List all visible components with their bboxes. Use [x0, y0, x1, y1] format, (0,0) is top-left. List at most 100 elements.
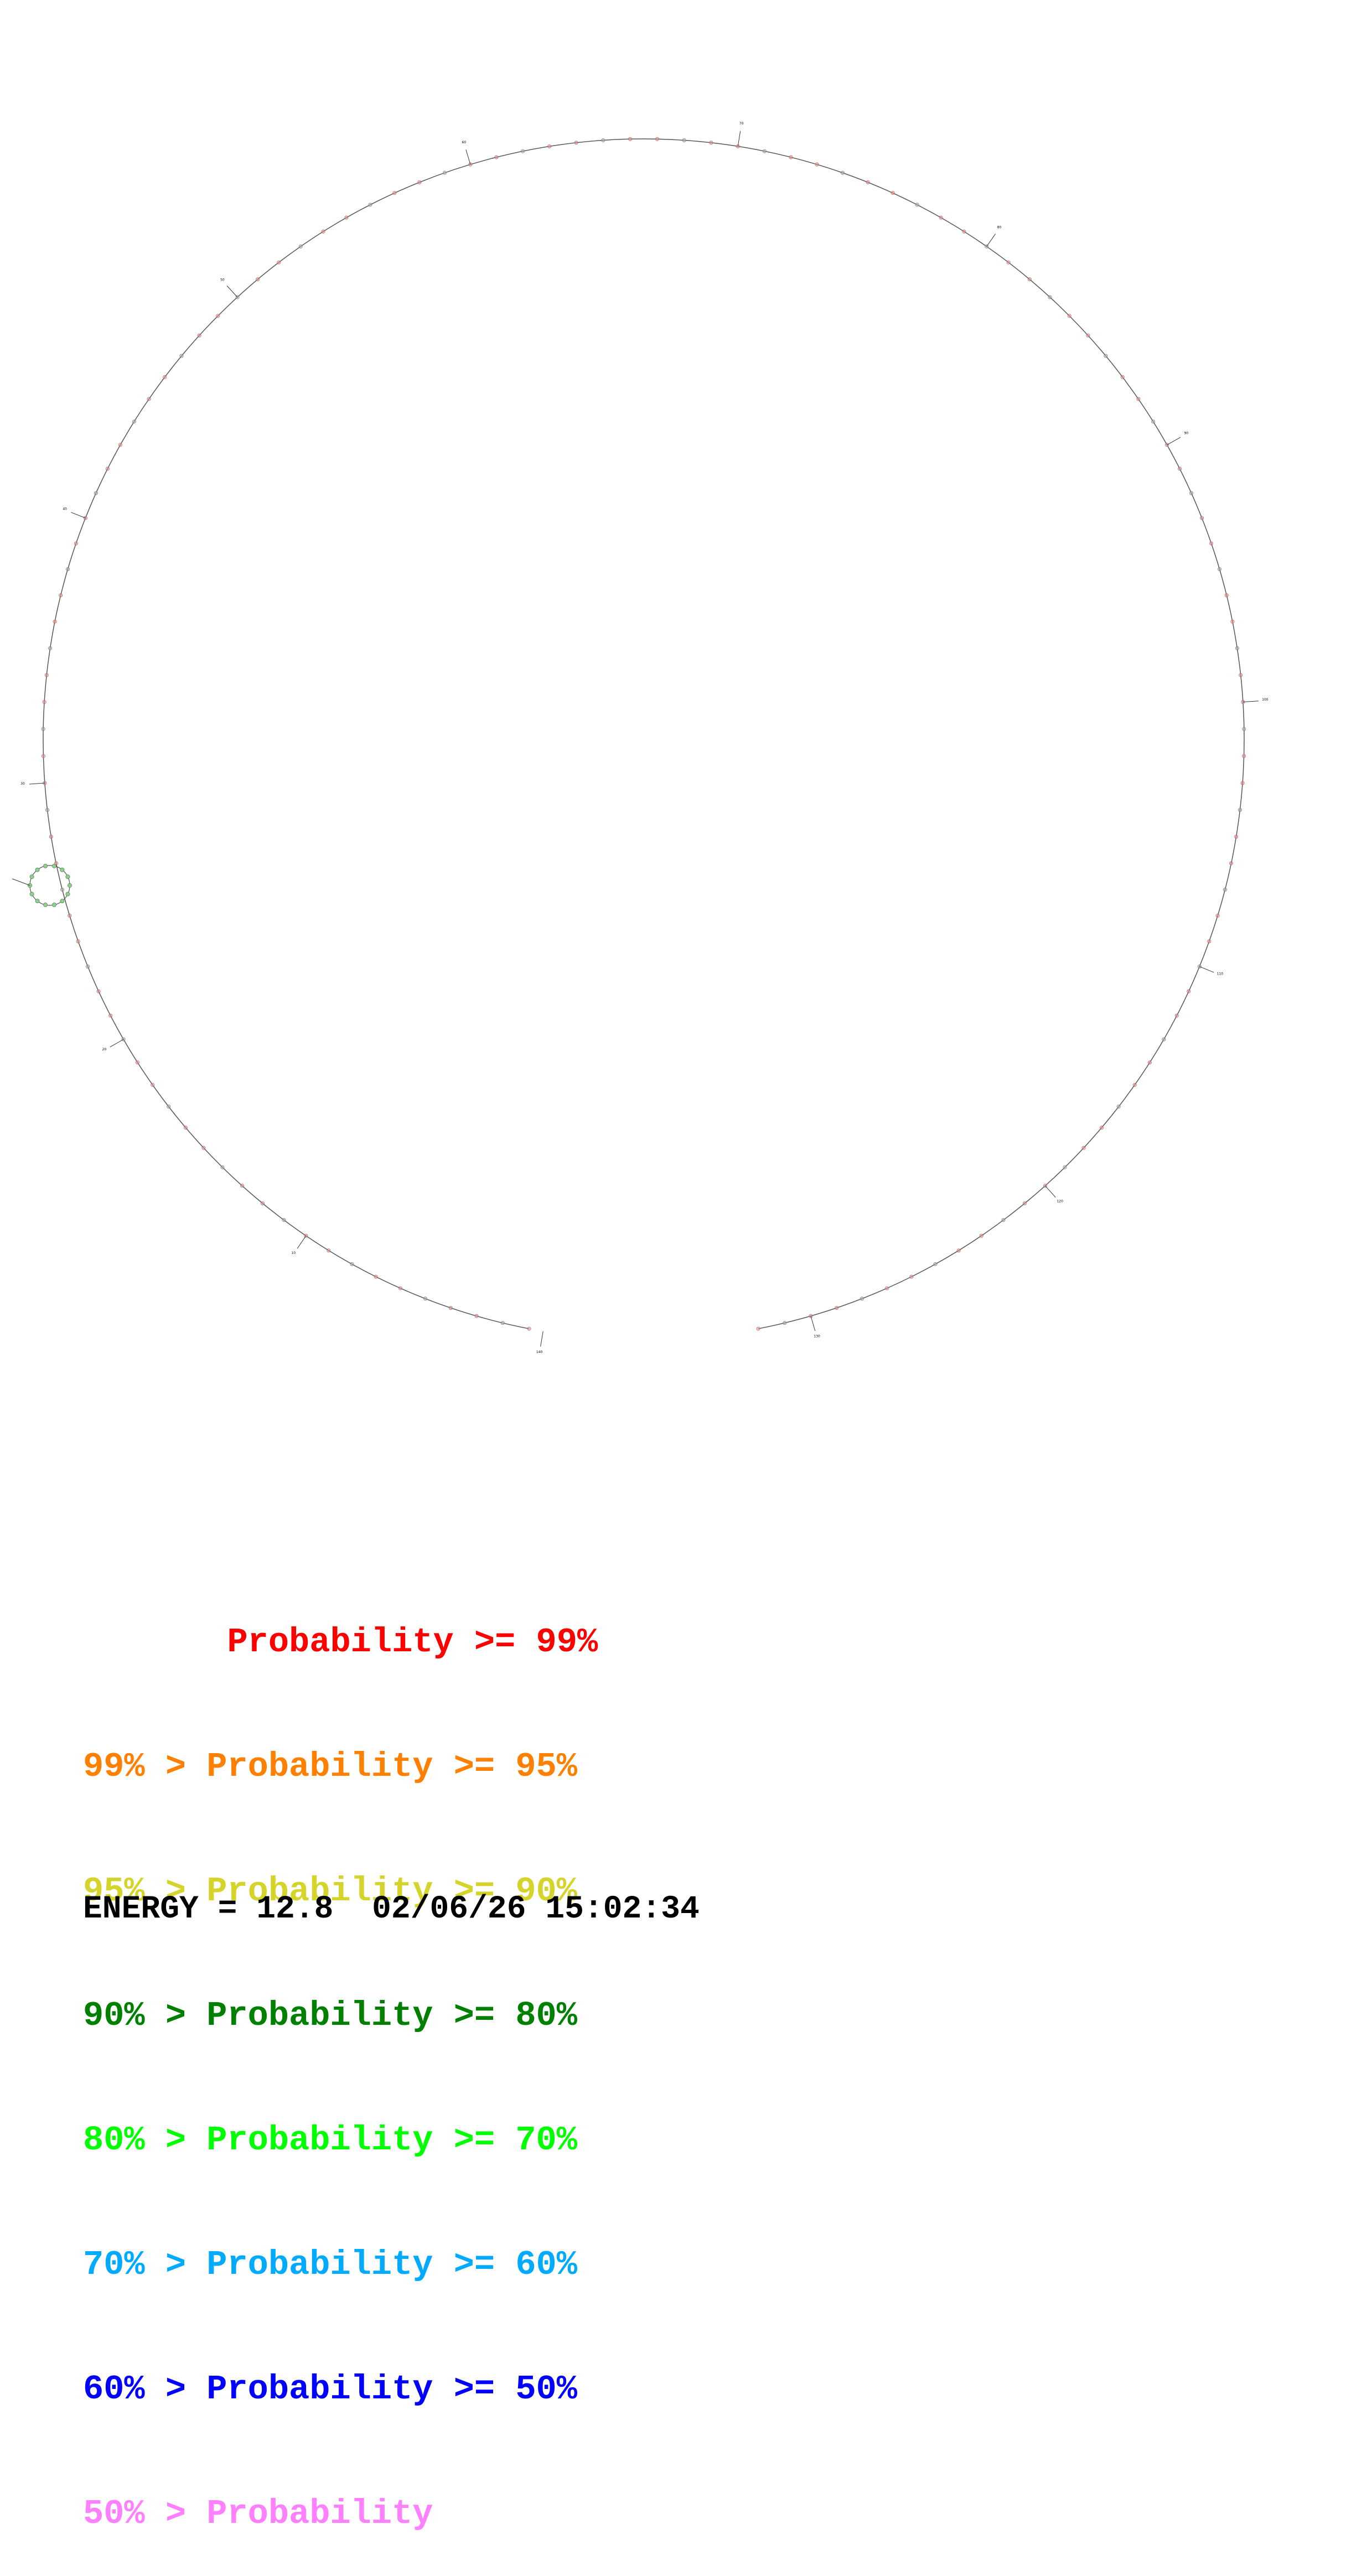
tick-line [1167, 437, 1181, 445]
tick-label: 100 [1262, 698, 1269, 702]
tick-label: 140 [536, 1350, 543, 1354]
tick-line [737, 131, 741, 147]
tick-label: 120 [1057, 1200, 1063, 1204]
legend-entry-99: Probability >= 99% [83, 1623, 598, 1662]
nucleotide-marker [1104, 354, 1108, 358]
hairpin-loop [12, 863, 72, 908]
nucleotide-marker [147, 397, 151, 401]
nucleotide-marker [1022, 1201, 1027, 1206]
tick-label: 50 [220, 278, 225, 282]
nucleotide-marker [1086, 333, 1090, 338]
loop-nucleotide [65, 874, 70, 879]
nucleotide-marker [1178, 467, 1182, 471]
legend-entry-70: 80% > Probability >= 70% [83, 2121, 577, 2160]
nucleotide-marker [398, 1286, 402, 1290]
nucleotide-marker [423, 1297, 428, 1301]
nucleotide-marker [866, 180, 870, 185]
tick-label: 70 [739, 122, 744, 126]
nucleotide-marker [1224, 593, 1229, 598]
nucleotide-marker [327, 1248, 331, 1253]
nucleotide-marker [216, 314, 220, 318]
legend-entry-80: 90% > Probability >= 80% [83, 1996, 577, 2035]
nucleotide-marker [1215, 914, 1220, 918]
nucleotide-marker [909, 1274, 914, 1279]
nucleotide-marker [1200, 516, 1204, 520]
loop-nucleotide [52, 903, 56, 908]
loop-nucleotide [35, 899, 40, 904]
nucleotide-marker [417, 180, 422, 185]
tick-label: 30 [20, 782, 25, 786]
nucleotide-marker [1100, 1126, 1104, 1130]
nucleotide-marker [74, 541, 78, 546]
nucleotide-marker [835, 1305, 839, 1310]
nucleotide-marker [1174, 1013, 1179, 1018]
nucleotide-marker [151, 1082, 155, 1087]
tick-label: 130 [814, 1335, 820, 1339]
nucleotide-marker [1242, 727, 1246, 731]
nucleotide-marker [1151, 419, 1156, 424]
nucleotide-marker [1081, 1146, 1086, 1150]
loop-nucleotide [29, 874, 34, 879]
nucleotide-marker [762, 149, 767, 153]
nucleotide-marker [240, 1184, 245, 1188]
tick-line [110, 1039, 124, 1048]
nucleotide-marker [1189, 491, 1194, 495]
nucleotide-marker [1218, 567, 1222, 571]
tick-line [226, 286, 238, 298]
nucleotide-marker [1132, 1082, 1137, 1087]
nucleotide-marker [48, 646, 53, 650]
nucleotide-marker [392, 191, 397, 195]
nucleotide-marker [298, 244, 303, 248]
nucleotide-marker [53, 619, 57, 624]
nucleotide-marker [45, 808, 50, 812]
nucleotide-marker [201, 1146, 206, 1150]
nucleotide-marker [1229, 861, 1234, 865]
tick-line [540, 1331, 543, 1347]
nucleotide-marker [163, 375, 167, 379]
tick-label: 10 [291, 1251, 296, 1255]
probability-legend: Probability >= 99% 99% > Probability >= … [83, 1538, 598, 2576]
tick-label: 20 [102, 1048, 107, 1051]
loop-nucleotide [68, 883, 72, 888]
rna-structure-diagram: 10 20 30 40 50 60 70 80 90 100 110 120 130 140 [12, 122, 1269, 1354]
tick-label: 80 [997, 226, 1002, 230]
nucleotide-marker [841, 170, 845, 175]
nucleotide-marker [54, 861, 58, 865]
loop-ring [29, 865, 70, 906]
loop-nucleotide [35, 867, 40, 872]
nucleotide-marker [574, 141, 578, 145]
nucleotide-marker [76, 939, 80, 944]
tick-line [1242, 701, 1259, 703]
nucleotide-marker [756, 1326, 760, 1331]
nucleotide-marker [1207, 939, 1211, 944]
backbone-arc [43, 138, 1245, 1329]
nucleotide-marker [939, 215, 943, 220]
nucleotide-marker [197, 333, 201, 338]
nucleotide-marker [42, 700, 46, 704]
nucleotide-marker [368, 203, 372, 207]
loop-nucleotide [29, 892, 34, 896]
nucleotide-marker [655, 137, 659, 141]
nucleotide-marker [49, 835, 53, 839]
nucleotide-marker [41, 754, 45, 758]
nucleotide-marker [1048, 295, 1052, 299]
nucleotide-marker [1136, 397, 1141, 401]
loop-nucleotide [60, 899, 65, 904]
nucleotide-marker [1239, 673, 1243, 677]
nucleotide-marker [956, 1248, 961, 1253]
nucleotide-marker [108, 1013, 113, 1018]
nucleotide-marker [962, 229, 966, 234]
tick-line [1045, 1185, 1056, 1198]
nucleotide-marker [933, 1262, 938, 1266]
nucleotide-marker [44, 673, 49, 677]
nucleotide-marker [442, 170, 447, 175]
nucleotide-marker [41, 727, 45, 731]
nucleotide-marker [350, 1262, 354, 1266]
tick-line [986, 234, 996, 247]
nucleotide-marker [183, 1126, 188, 1130]
nucleotide-marker [915, 203, 919, 207]
nucleotide-marker [86, 965, 90, 969]
nucleotide-marker [179, 354, 184, 358]
nucleotide-marker [1242, 754, 1246, 758]
legend-entry-50: 60% > Probability >= 50% [83, 2370, 577, 2409]
